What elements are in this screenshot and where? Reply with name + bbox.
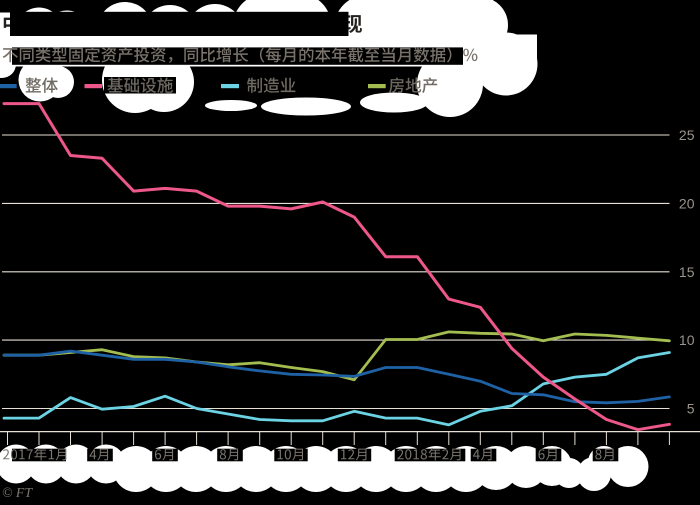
svg-text:15: 15 [679, 264, 695, 280]
svg-text:© FT: © FT [2, 485, 33, 500]
svg-text:25: 25 [679, 127, 695, 143]
svg-text:10: 10 [679, 332, 695, 348]
svg-text:20: 20 [679, 195, 695, 211]
svg-text:5: 5 [687, 401, 695, 417]
